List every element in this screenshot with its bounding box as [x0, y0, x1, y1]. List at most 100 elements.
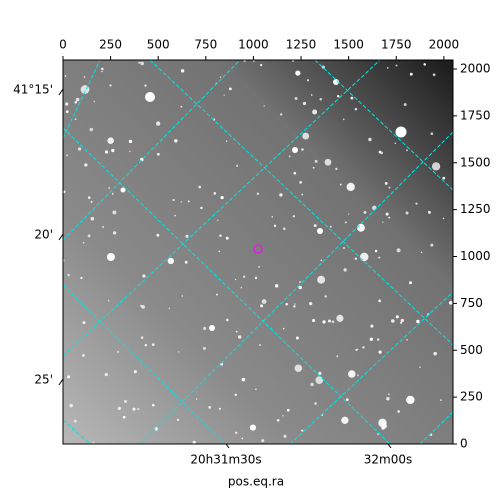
- star: [362, 346, 365, 349]
- x-axis-label: pos.eq.ra: [228, 475, 284, 489]
- star: [395, 126, 407, 138]
- star: [241, 437, 244, 440]
- star: [357, 374, 359, 377]
- star: [314, 159, 318, 163]
- coordinate-grid: [63, 60, 453, 444]
- star: [107, 137, 114, 144]
- star: [283, 434, 287, 438]
- star: [101, 67, 104, 71]
- star: [180, 201, 183, 203]
- star: [80, 276, 83, 280]
- star: [405, 211, 409, 215]
- star: [145, 92, 155, 102]
- sky-image: [63, 60, 453, 444]
- star: [140, 61, 144, 66]
- star: [306, 79, 310, 82]
- star: [65, 110, 69, 114]
- star: [431, 162, 441, 171]
- star: [310, 94, 313, 96]
- star: [354, 257, 358, 261]
- y-tick-label: 250: [460, 390, 483, 404]
- star: [299, 281, 301, 283]
- star: [253, 60, 255, 62]
- star: [311, 318, 316, 323]
- star: [374, 249, 378, 253]
- star: [218, 407, 221, 410]
- star: [339, 183, 342, 186]
- x-tick-label: 1250: [286, 38, 317, 52]
- star: [260, 304, 264, 308]
- star: [195, 398, 198, 400]
- star: [317, 275, 326, 284]
- star: [406, 149, 408, 152]
- star: [356, 223, 365, 232]
- star: [219, 76, 222, 78]
- star: [388, 216, 391, 219]
- star: [294, 364, 303, 373]
- star: [87, 234, 91, 238]
- star: [258, 265, 260, 268]
- star: [63, 190, 66, 194]
- y-tick-label: 1000: [460, 249, 491, 263]
- star: [187, 200, 190, 203]
- star: [109, 84, 112, 87]
- star: [394, 142, 397, 145]
- star: [395, 315, 399, 319]
- star: [122, 415, 126, 419]
- star: [174, 139, 178, 143]
- star: [301, 148, 304, 151]
- star: [225, 318, 229, 322]
- star: [386, 397, 390, 401]
- star: [295, 336, 299, 340]
- ra-tick-label: 32m00s: [364, 453, 412, 467]
- star: [209, 325, 215, 331]
- star: [292, 215, 295, 218]
- grid-line: [63, 127, 391, 444]
- star: [313, 224, 317, 228]
- star: [174, 214, 176, 217]
- star: [128, 139, 133, 144]
- star: [433, 351, 437, 356]
- star: [442, 217, 445, 220]
- star: [314, 402, 317, 405]
- star: [423, 63, 426, 66]
- star: [185, 234, 189, 238]
- star: [107, 299, 110, 302]
- star: [345, 398, 349, 402]
- star: [120, 187, 126, 193]
- star: [430, 132, 434, 136]
- ra-tick: [225, 443, 230, 449]
- x-tick-label: 0: [59, 38, 67, 52]
- star: [133, 370, 137, 374]
- star: [261, 299, 267, 304]
- star: [144, 84, 147, 87]
- star: [172, 198, 175, 202]
- dec-tick: [58, 88, 64, 96]
- star: [420, 251, 423, 254]
- star: [328, 319, 331, 323]
- star: [377, 433, 379, 436]
- grid-line: [149, 60, 453, 346]
- star: [280, 113, 283, 116]
- star: [225, 236, 229, 240]
- star: [430, 243, 434, 247]
- star: [302, 132, 310, 140]
- star: [299, 180, 303, 184]
- star: [198, 185, 202, 189]
- star: [66, 154, 69, 157]
- star: [226, 140, 228, 142]
- star: [202, 346, 206, 350]
- star: [343, 268, 347, 272]
- star: [318, 371, 322, 375]
- star: [176, 418, 180, 422]
- x-tick-label: 1000: [238, 38, 269, 52]
- grid-line: [314, 60, 453, 191]
- star: [448, 301, 453, 305]
- star: [141, 305, 145, 309]
- star: [213, 191, 217, 195]
- star: [406, 395, 415, 405]
- star: [124, 399, 127, 403]
- star: [317, 228, 323, 234]
- star: [75, 97, 80, 102]
- star: [409, 72, 413, 76]
